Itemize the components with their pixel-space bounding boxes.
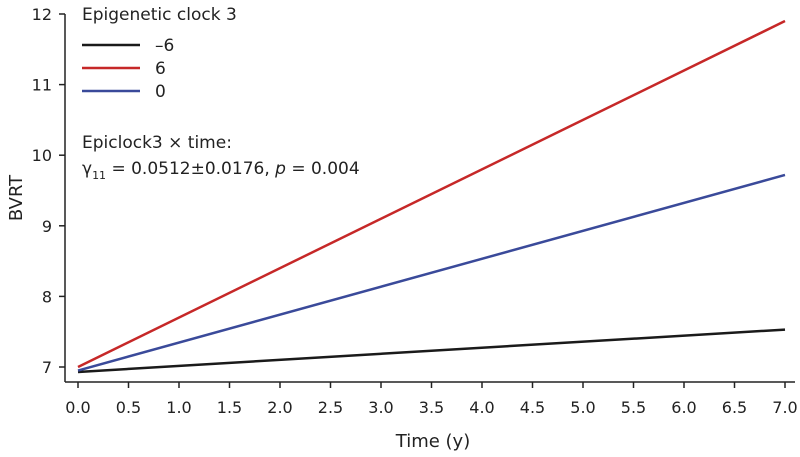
p-symbol: p xyxy=(274,159,286,179)
y-axis-label: BVRT xyxy=(6,174,27,221)
legend: Epigenetic clock 3 –6 6 0 xyxy=(82,5,237,102)
series-line-1 xyxy=(77,19,786,369)
gamma-value: = 0.0512±0.0176, xyxy=(106,159,275,179)
annotation-line-2: γ11 = 0.0512±0.0176, p = 0.004 xyxy=(82,159,360,182)
gamma-subscript: 11 xyxy=(92,169,106,182)
x-tick-label: 1.0 xyxy=(166,398,191,417)
x-tick-label: 1.5 xyxy=(217,398,242,417)
x-tick-label: 6.5 xyxy=(722,398,747,417)
y-tick-label: 10 xyxy=(32,146,52,165)
y-ticks: 7 8 9 10 11 12 xyxy=(32,5,65,377)
y-tick-label: 9 xyxy=(42,217,52,236)
x-ticks: 0.0 0.5 1.0 1.5 2.0 2.5 3.0 3.5 4.0 4.5 5.0 5.5 6.0 6… xyxy=(65,382,798,417)
x-tick-label: 5.0 xyxy=(570,398,595,417)
legend-label-1: 6 xyxy=(155,59,166,79)
x-tick-label: 2.5 xyxy=(318,398,343,417)
y-tick-label: 11 xyxy=(32,76,52,95)
x-tick-label: 7.0 xyxy=(772,398,797,417)
x-tick-label: 4.0 xyxy=(469,398,494,417)
p-value: = 0.004 xyxy=(286,159,360,179)
y-tick-label: 12 xyxy=(32,5,52,24)
x-tick-label: 4.5 xyxy=(520,398,545,417)
series-lines xyxy=(77,19,786,374)
annotation-line-1: Epiclock3 × time: xyxy=(82,133,232,153)
legend-title: Epigenetic clock 3 xyxy=(82,5,237,25)
legend-label-2: 0 xyxy=(155,82,166,102)
annotation: Epiclock3 × time: γ11 = 0.0512±0.0176, p… xyxy=(82,133,360,182)
y-tick-label: 7 xyxy=(42,358,52,377)
x-tick-label: 5.5 xyxy=(621,398,646,417)
y-tick-label: 8 xyxy=(42,287,52,306)
series-line-2 xyxy=(77,173,786,372)
x-tick-label: 3.5 xyxy=(419,398,444,417)
x-tick-label: 3.0 xyxy=(368,398,393,417)
x-tick-label: 2.0 xyxy=(267,398,292,417)
x-axis-label: Time (y) xyxy=(395,431,470,452)
x-tick-label: 0.0 xyxy=(65,398,90,417)
legend-label-0: –6 xyxy=(155,36,174,56)
x-tick-label: 6.0 xyxy=(671,398,696,417)
series-line-0 xyxy=(77,328,786,374)
gamma-symbol: γ xyxy=(82,159,92,179)
x-tick-label: 0.5 xyxy=(116,398,141,417)
